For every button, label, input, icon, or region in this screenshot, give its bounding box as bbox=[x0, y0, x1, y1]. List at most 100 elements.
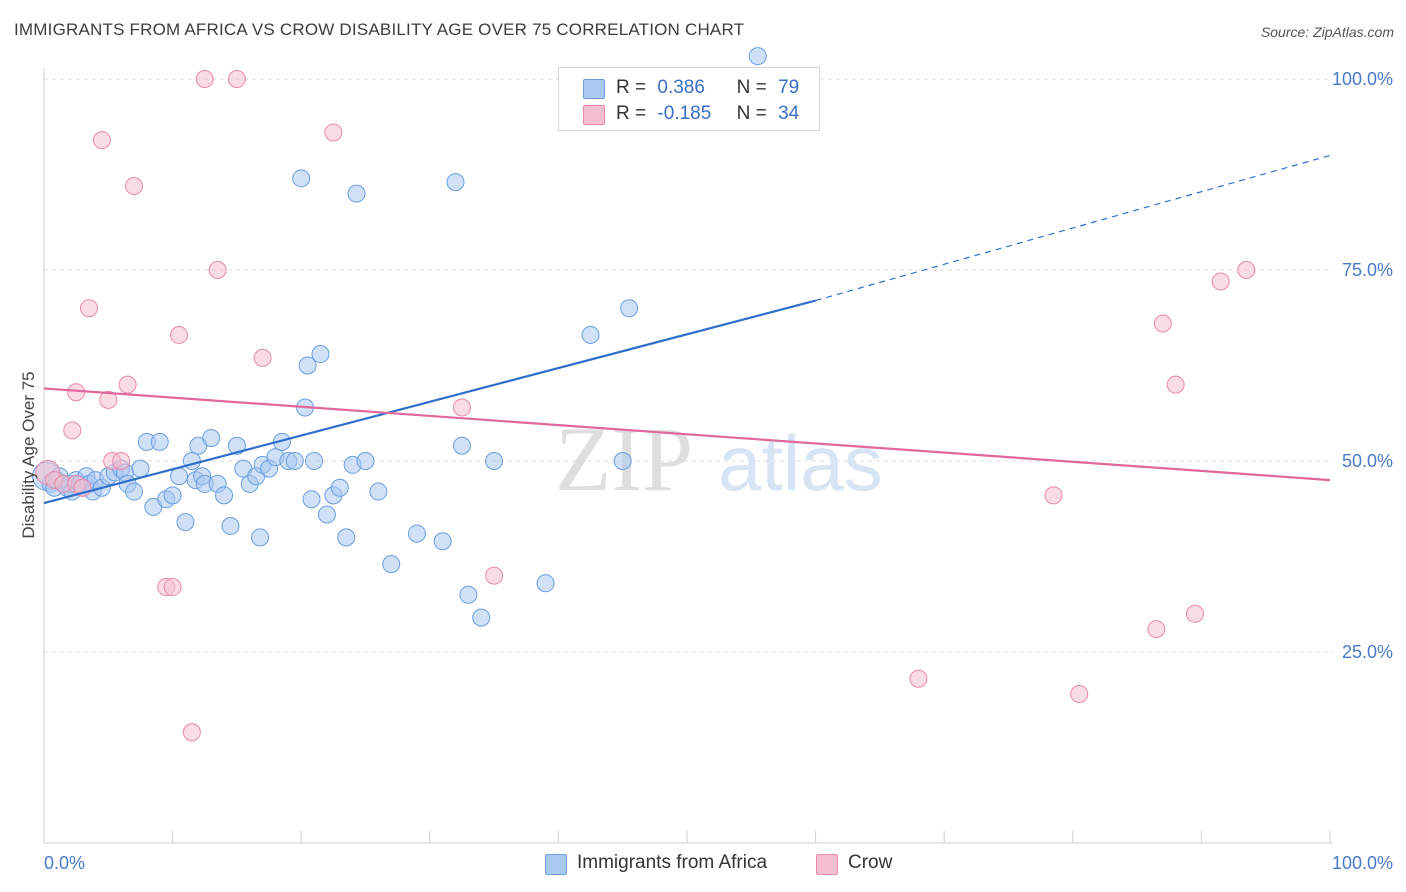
point-crow-8 bbox=[92, 131, 111, 150]
legend-r-label: R = bbox=[616, 77, 647, 98]
point-crow-31 bbox=[1185, 604, 1204, 623]
x-tick-label-min: 0.0% bbox=[44, 853, 85, 873]
point-crow-27 bbox=[1070, 685, 1089, 704]
trend-lines bbox=[43, 154, 1331, 505]
point-crow-25 bbox=[909, 669, 928, 688]
point-immigrants-40 bbox=[227, 436, 246, 455]
trend-line-immigrants-extension bbox=[815, 154, 1331, 302]
source-label: Source: ZipAtlas.com bbox=[1260, 24, 1394, 40]
point-crow-20 bbox=[227, 70, 246, 88]
bottom-legend-swatch-pink bbox=[816, 854, 838, 875]
point-crow-24 bbox=[485, 566, 504, 585]
point-immigrants-76 bbox=[620, 299, 639, 318]
point-crow-30 bbox=[1166, 375, 1185, 394]
point-immigrants-57 bbox=[317, 505, 336, 524]
point-immigrants-30 bbox=[176, 513, 195, 532]
point-immigrants-36 bbox=[202, 429, 221, 448]
point-crow-7 bbox=[80, 299, 99, 318]
point-crow-18 bbox=[195, 70, 214, 88]
y-tick-label-50: 50.0% bbox=[1342, 451, 1393, 471]
series-immigrants-from-africa bbox=[32, 47, 767, 627]
point-immigrants-69 bbox=[452, 436, 471, 455]
point-crow-17 bbox=[182, 723, 201, 742]
point-immigrants-66 bbox=[407, 524, 426, 543]
legend-n-label: N = bbox=[736, 77, 767, 98]
bottom-legend-swatch-blue bbox=[545, 854, 567, 875]
point-immigrants-54 bbox=[302, 490, 321, 509]
legend-r-value: -0.185 bbox=[657, 103, 712, 124]
point-crow-29 bbox=[1153, 314, 1172, 333]
point-immigrants-53 bbox=[298, 356, 317, 375]
point-crow-22 bbox=[324, 123, 343, 142]
point-crow-11 bbox=[112, 452, 131, 470]
point-immigrants-23 bbox=[131, 459, 150, 478]
point-crow-33 bbox=[1237, 261, 1256, 279]
point-crow-32 bbox=[1211, 272, 1230, 291]
point-immigrants-59 bbox=[330, 478, 349, 497]
point-immigrants-77 bbox=[748, 47, 767, 66]
point-immigrants-74 bbox=[581, 325, 600, 344]
point-crow-19 bbox=[208, 261, 227, 279]
point-immigrants-56 bbox=[311, 345, 330, 364]
point-immigrants-63 bbox=[356, 452, 375, 470]
point-immigrants-65 bbox=[382, 555, 401, 574]
point-crow-12 bbox=[118, 375, 137, 394]
point-crow-21 bbox=[253, 348, 272, 367]
y-tick-labels: 25.0% 50.0% 75.0% 100.0% bbox=[1332, 69, 1393, 662]
y-tick-label-75: 75.0% bbox=[1342, 260, 1393, 280]
watermark: ZIP atlas bbox=[555, 408, 883, 510]
point-immigrants-64 bbox=[369, 482, 388, 501]
point-immigrants-39 bbox=[221, 516, 240, 535]
y-tick-label-100: 100.0% bbox=[1332, 69, 1393, 89]
legend-text-immigrants: R = 0.386 N = 79 bbox=[616, 77, 799, 99]
axes bbox=[43, 68, 1333, 844]
point-immigrants-70 bbox=[459, 585, 478, 604]
point-immigrants-62 bbox=[347, 184, 366, 203]
legend-n-label: N = bbox=[736, 103, 767, 124]
point-crow-6 bbox=[67, 383, 86, 402]
bottom-legend-label-crow: Crow bbox=[848, 852, 893, 873]
y-axis-title: Disability Age Over 75 bbox=[19, 371, 38, 538]
point-immigrants-29 bbox=[170, 467, 189, 486]
point-immigrants-38 bbox=[215, 486, 234, 505]
legend-r-label: R = bbox=[616, 103, 647, 124]
point-immigrants-44 bbox=[251, 528, 270, 547]
point-immigrants-50 bbox=[285, 452, 304, 470]
x-ticks bbox=[172, 831, 1331, 843]
grid bbox=[44, 78, 1333, 653]
point-crow-9 bbox=[99, 390, 118, 409]
series-crow bbox=[35, 70, 1256, 742]
point-immigrants-72 bbox=[485, 452, 504, 470]
point-immigrants-51 bbox=[292, 169, 311, 188]
legend-n-value: 34 bbox=[778, 103, 800, 124]
chart-title: IMMIGRANTS FROM AFRICA VS CROW DISABILIT… bbox=[14, 20, 745, 39]
trend-line-crow bbox=[43, 387, 1331, 482]
point-immigrants-75 bbox=[613, 452, 632, 470]
x-tick-label-max: 100.0% bbox=[1332, 853, 1393, 873]
point-immigrants-60 bbox=[337, 528, 356, 547]
legend-n-value: 79 bbox=[778, 77, 800, 98]
correlation-legend: R = 0.386 N = 79 R = -0.185 N = 34 bbox=[558, 67, 820, 131]
point-crow-28 bbox=[1147, 620, 1166, 639]
watermark-atlas: atlas bbox=[718, 419, 883, 507]
point-crow-5 bbox=[63, 421, 82, 440]
point-crow-15 bbox=[163, 578, 182, 597]
point-immigrants-22 bbox=[125, 482, 144, 501]
legend-swatch-pink bbox=[583, 105, 605, 125]
point-immigrants-68 bbox=[446, 173, 465, 192]
point-crow-13 bbox=[125, 176, 144, 195]
legend-r-value: 0.386 bbox=[657, 77, 705, 98]
point-crow-16 bbox=[170, 325, 189, 344]
y-tick-label-25: 25.0% bbox=[1342, 642, 1393, 662]
bottom-legend-label-immigrants: Immigrants from Africa bbox=[577, 852, 768, 873]
legend-swatch-blue bbox=[583, 79, 605, 99]
point-immigrants-73 bbox=[536, 574, 555, 593]
point-immigrants-67 bbox=[433, 532, 452, 551]
point-immigrants-31 bbox=[182, 452, 201, 470]
point-immigrants-26 bbox=[150, 432, 169, 451]
point-crow-26 bbox=[1044, 486, 1063, 505]
trend-line-immigrants bbox=[43, 299, 816, 505]
point-immigrants-71 bbox=[472, 608, 491, 627]
point-crow-23 bbox=[452, 398, 471, 417]
